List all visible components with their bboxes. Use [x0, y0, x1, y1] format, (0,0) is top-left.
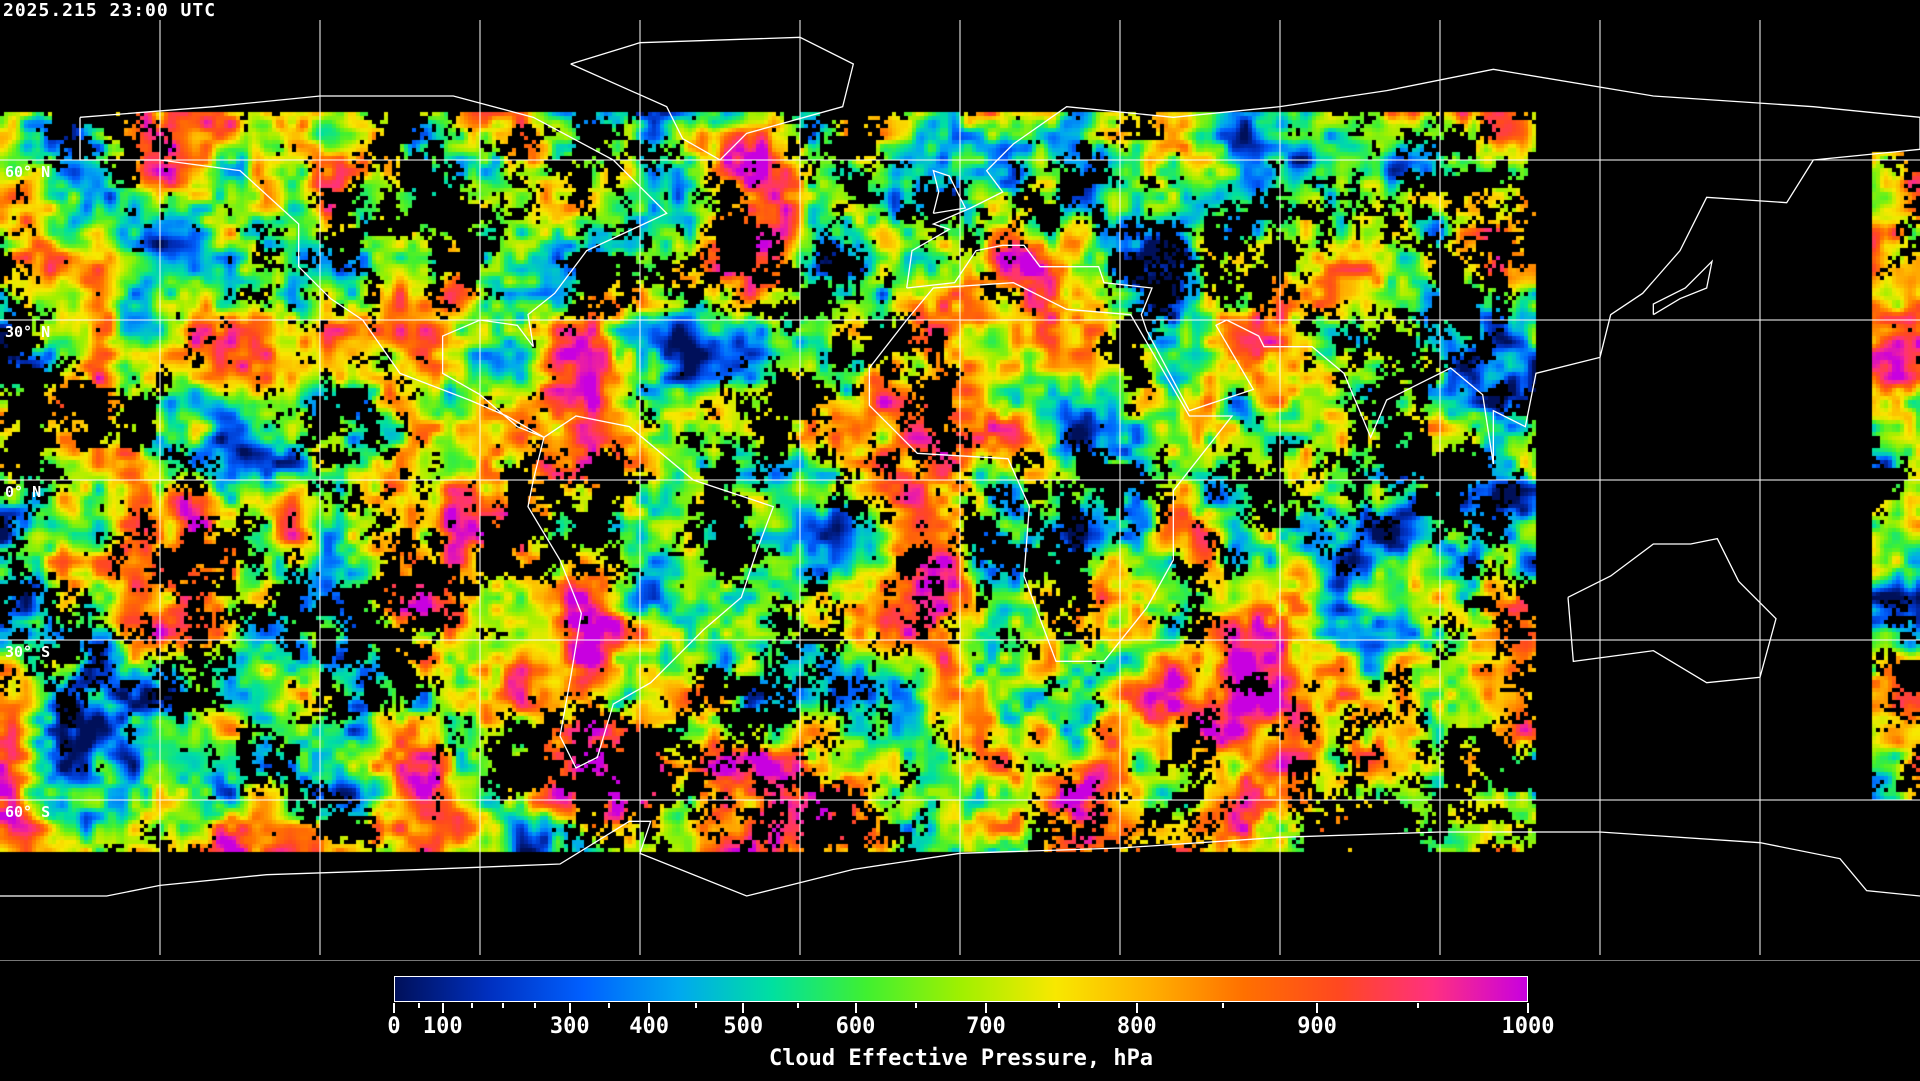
colorbar-tick-label: 300 [549, 1014, 590, 1039]
lat-label-60s: 60° S [5, 803, 51, 821]
colorbar-title: Cloud Effective Pressure, hPa [768, 1046, 1154, 1071]
lat-label-30n: 30° N [5, 323, 51, 341]
colorbar-minor-tick [1221, 1003, 1224, 1008]
colorbar-major-tick [1316, 1003, 1319, 1013]
colorbar-minor-tick [533, 1003, 536, 1008]
colorbar-major-tick [648, 1003, 651, 1013]
colorbar-minor-tick [694, 1003, 697, 1008]
colorbar-major-tick [854, 1003, 857, 1013]
coastline-africa [868, 282, 1234, 662]
coastline-greenland [570, 36, 855, 161]
coastline-north-america [79, 95, 668, 438]
colorbar [394, 976, 1528, 1002]
colorbar-tick-label: 900 [1297, 1014, 1337, 1039]
map-overlay [0, 20, 1920, 955]
colorbar-tick-label: 100 [422, 1014, 463, 1039]
colorbar-tick-label: 400 [629, 1014, 670, 1039]
colorbar-minor-tick [1417, 1003, 1419, 1008]
colorbar-minor-tick [417, 1003, 420, 1008]
lat-label-30s: 30° S [5, 643, 51, 661]
colorbar-major-tick [393, 1003, 395, 1013]
colorbar-tick-label: 700 [966, 1014, 1006, 1039]
colorbar-major-tick [441, 1003, 444, 1013]
colorbar-major-tick [742, 1003, 745, 1013]
colorbar-tick-label: 1000 [1501, 1014, 1555, 1039]
colorbar-major-tick [984, 1003, 987, 1013]
colorbar-major-tick [568, 1003, 571, 1013]
colorbar-tick-label: 500 [723, 1014, 764, 1039]
colorbar-tick-label: 800 [1116, 1014, 1157, 1039]
coastline-uk [932, 169, 967, 214]
colorbar-minor-tick [501, 1003, 504, 1008]
colorbar-major-tick [1527, 1003, 1529, 1013]
lat-label-0n: 0° N [5, 483, 42, 501]
colorbar-minor-tick [1057, 1003, 1060, 1008]
colorbar-tick-label: 600 [835, 1014, 876, 1039]
coastline-eurasia [906, 68, 1920, 465]
lat-label-60n: 60° N [5, 163, 51, 181]
colorbar-minor-tick [796, 1003, 799, 1008]
timestamp-title: 2025.215 23:00 UTC [3, 0, 217, 21]
coastline-australia [1567, 537, 1777, 684]
colorbar-major-tick [1135, 1003, 1138, 1013]
colorbar-tick-label: 0 [387, 1014, 401, 1039]
coastline-japan [1652, 259, 1714, 316]
coastline-south-america [527, 415, 775, 769]
colorbar-minor-tick [471, 1003, 474, 1008]
colorbar-minor-tick [914, 1003, 917, 1008]
satellite-map [0, 0, 1920, 960]
colorbar-minor-tick [608, 1003, 611, 1008]
